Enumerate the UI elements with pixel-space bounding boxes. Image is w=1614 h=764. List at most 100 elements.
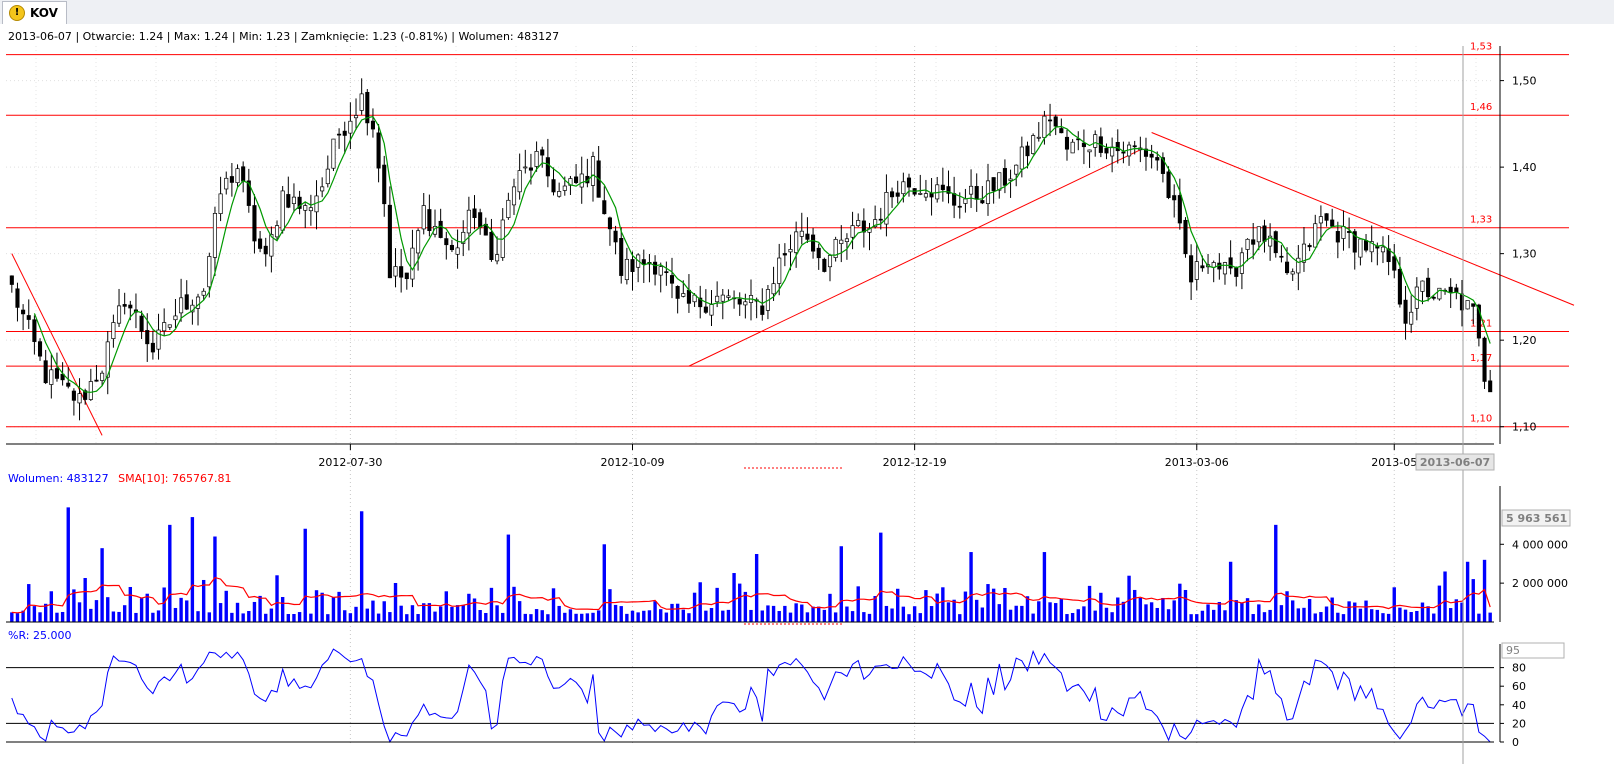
candle-body [1121,151,1126,154]
candle-body [658,266,663,276]
candle-body [861,220,866,233]
chart-area[interactable]: 2013-06-07 | Otwarcie: 1.24 | Max: 1.24 … [0,24,1614,764]
volume-bar [27,584,31,622]
volume-sma-value: 765767.81 [172,472,232,485]
volume-bar [653,601,657,622]
trendline [688,149,1141,367]
volume-title-label: Wolumen: [8,472,63,485]
volume-bar [173,607,178,622]
volume-bar [1025,596,1030,622]
candle-body [297,196,302,209]
volume-bar [771,605,776,622]
candle-body [376,132,381,169]
price-ytick-label: 1,10 [1512,421,1537,434]
candle-body [720,294,725,302]
volume-bar [1014,605,1018,622]
candle-body [1420,280,1425,292]
candle-body [212,213,217,258]
candle-body [218,193,223,214]
candle-body [365,91,370,124]
volume-bar [681,609,685,622]
volume-bar [1454,599,1459,622]
candle-body [545,157,550,177]
candle-body [771,283,776,295]
candle-body [669,275,675,284]
volume-bar [139,598,144,622]
candle-body [715,295,720,303]
volume-bar [1070,612,1075,622]
candle-body [1285,261,1290,274]
volume-ytick-label: 2 000 000 [1512,577,1568,590]
volume-bar [1415,610,1419,622]
volume-bar [901,606,906,622]
volume-bar [252,601,257,622]
tab-kov[interactable]: ! KOV [2,1,67,24]
volume-bar [1166,609,1171,622]
candle-body [1268,235,1273,247]
candle-body [444,238,449,246]
candle-body [1172,195,1177,201]
header-open: 1.24 [139,30,164,43]
volume-bar [185,600,189,622]
candle-body [1143,148,1149,157]
volume-bar [1432,613,1436,622]
volume-bar [523,613,527,622]
volume-bar [568,609,573,622]
volume-bar [709,608,714,622]
volume-bar [766,605,770,622]
volume-bar [15,613,20,622]
candle-body [506,199,511,218]
candle-body [890,191,895,198]
candle-body [1437,287,1442,300]
volume-bar [455,605,460,622]
candle-body [66,382,71,387]
volume-bar [286,614,291,622]
candle-body [777,257,782,284]
volume-bar [1211,609,1216,622]
candle-body [1048,119,1053,122]
candle-body [1087,149,1092,153]
candle-body [1273,231,1278,254]
volume-bar [1178,583,1182,622]
candle-body [399,266,404,278]
candle-body [26,315,31,320]
candle-body [370,120,375,130]
volume-bar [1037,601,1041,622]
volume-bar [1116,597,1120,622]
volume-bar [213,536,217,622]
volume-bar [1398,607,1402,622]
volume-bar [230,612,234,622]
volume-bar [1477,613,1481,622]
candle-body [895,192,900,197]
volume-bar [60,611,65,622]
volume-bar [168,524,172,622]
volume-bar [1313,613,1317,622]
volume-bar [106,597,110,622]
candle-body [1397,269,1402,305]
candle-body [1426,277,1431,298]
volume-bar [489,587,494,622]
volume-bar [833,612,838,622]
candle-body [1189,255,1194,283]
candle-body [139,315,144,332]
candle-body [1110,146,1115,157]
candle-body [427,209,432,232]
volume-bar [884,605,889,622]
volume-bar [1149,602,1154,622]
volume-bar [1104,607,1109,622]
volume-bar [190,517,195,622]
volume-bar [49,591,54,622]
volume-bar [179,597,183,622]
candle-body [489,231,494,261]
candle-body [348,120,353,134]
candle-body [827,255,833,268]
volume-bar [647,610,652,622]
volume-bar [438,606,443,622]
volume-bar [501,612,505,622]
candle-body [1093,134,1098,148]
volume-bar [1127,575,1131,622]
wr-ytick-label: 60 [1512,680,1526,693]
volume-bar [1048,602,1052,622]
candle-body [308,207,313,212]
candle-body [1307,245,1312,248]
